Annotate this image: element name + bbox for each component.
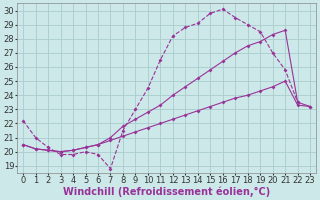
X-axis label: Windchill (Refroidissement éolien,°C): Windchill (Refroidissement éolien,°C) [63,186,270,197]
